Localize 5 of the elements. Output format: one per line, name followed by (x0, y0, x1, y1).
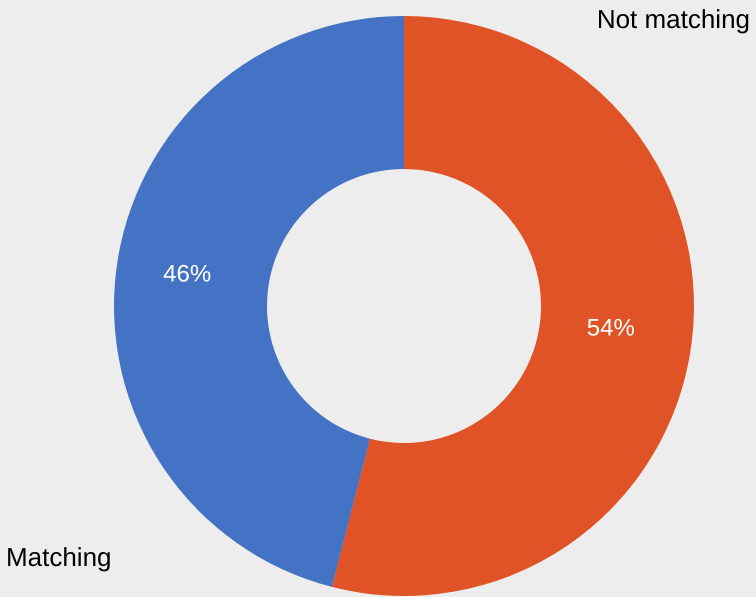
donut-slice (114, 16, 404, 587)
slice-label: Matching (6, 542, 112, 572)
data-label: 54% (586, 314, 635, 342)
data-label: 46% (163, 260, 212, 288)
slice-label: Not matching (596, 4, 750, 34)
